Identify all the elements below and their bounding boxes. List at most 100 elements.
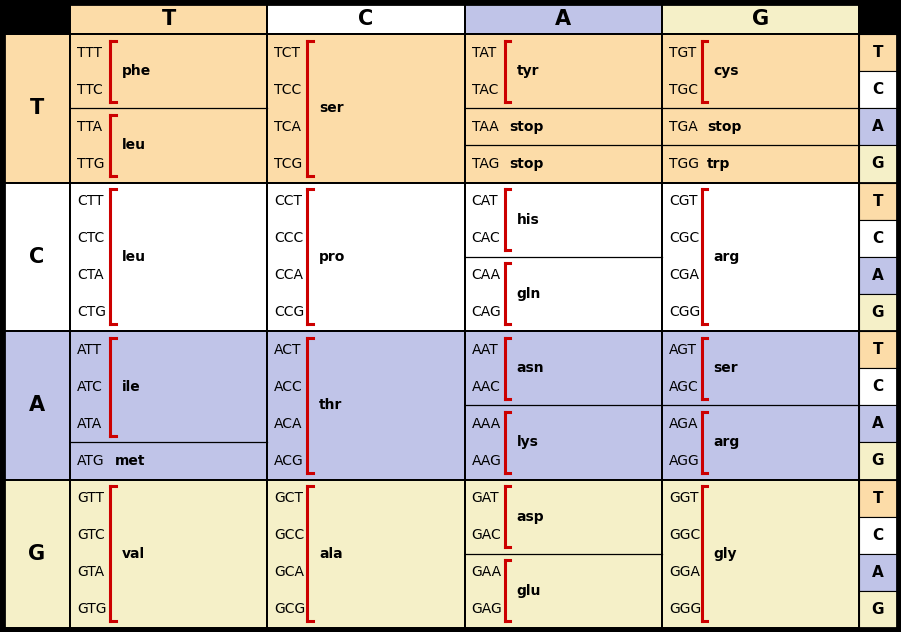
Text: ala: ala bbox=[319, 547, 343, 561]
Bar bbox=[4, 34, 70, 183]
Bar bbox=[859, 442, 897, 480]
Bar bbox=[465, 34, 661, 183]
Text: ACC: ACC bbox=[274, 380, 303, 394]
Text: his: his bbox=[516, 212, 540, 227]
Bar bbox=[859, 220, 897, 257]
Bar bbox=[4, 480, 70, 628]
Text: T: T bbox=[873, 490, 883, 506]
Text: A: A bbox=[872, 416, 884, 431]
Bar bbox=[859, 145, 897, 183]
Text: ile: ile bbox=[122, 380, 141, 394]
Text: TAA: TAA bbox=[471, 120, 498, 134]
Text: gln: gln bbox=[516, 287, 541, 301]
Text: leu: leu bbox=[122, 250, 146, 264]
Bar bbox=[859, 331, 897, 368]
Text: GTC: GTC bbox=[77, 528, 105, 542]
Text: val: val bbox=[122, 547, 145, 561]
Text: TTC: TTC bbox=[77, 83, 103, 97]
Text: GGC: GGC bbox=[669, 528, 700, 542]
Text: TCG: TCG bbox=[274, 157, 303, 171]
Bar bbox=[70, 480, 268, 628]
Text: CGC: CGC bbox=[669, 231, 699, 245]
Text: G: G bbox=[29, 544, 46, 564]
Text: GCG: GCG bbox=[274, 602, 305, 616]
Text: TGT: TGT bbox=[669, 46, 696, 59]
Text: CTT: CTT bbox=[77, 194, 104, 208]
Text: A: A bbox=[555, 9, 571, 29]
Bar bbox=[70, 4, 268, 34]
Text: cys: cys bbox=[714, 64, 739, 78]
Text: AAT: AAT bbox=[471, 343, 498, 356]
Bar bbox=[859, 4, 897, 34]
Text: AAG: AAG bbox=[471, 454, 501, 468]
Text: CGT: CGT bbox=[669, 194, 697, 208]
Text: gly: gly bbox=[714, 547, 737, 561]
Bar bbox=[859, 591, 897, 628]
Text: ACG: ACG bbox=[274, 454, 304, 468]
Text: GCT: GCT bbox=[274, 491, 304, 505]
Text: thr: thr bbox=[319, 398, 342, 412]
Bar bbox=[859, 108, 897, 145]
Text: GTA: GTA bbox=[77, 565, 105, 580]
Text: G: G bbox=[872, 305, 884, 320]
Bar bbox=[661, 183, 859, 331]
Text: asn: asn bbox=[516, 361, 544, 375]
Text: AGC: AGC bbox=[669, 380, 698, 394]
Text: arg: arg bbox=[714, 250, 740, 264]
Bar bbox=[859, 480, 897, 516]
Text: TAT: TAT bbox=[471, 46, 496, 59]
Text: TAG: TAG bbox=[471, 157, 499, 171]
Text: GGG: GGG bbox=[669, 602, 701, 616]
Text: met: met bbox=[115, 454, 145, 468]
Bar bbox=[4, 331, 70, 480]
Bar bbox=[859, 183, 897, 220]
Text: A: A bbox=[872, 268, 884, 283]
Bar bbox=[268, 183, 465, 331]
Text: CGA: CGA bbox=[669, 269, 699, 283]
Text: phe: phe bbox=[122, 64, 151, 78]
Text: trp: trp bbox=[706, 157, 730, 171]
Text: C: C bbox=[872, 231, 884, 246]
Text: TTG: TTG bbox=[77, 157, 105, 171]
Bar bbox=[859, 71, 897, 108]
Text: C: C bbox=[359, 9, 374, 29]
Bar bbox=[859, 554, 897, 591]
Text: ATC: ATC bbox=[77, 380, 103, 394]
Text: CCG: CCG bbox=[274, 305, 305, 319]
Text: TTA: TTA bbox=[77, 120, 102, 134]
Text: TAC: TAC bbox=[471, 83, 498, 97]
Text: G: G bbox=[872, 453, 884, 468]
Text: GAC: GAC bbox=[471, 528, 501, 542]
Text: A: A bbox=[872, 565, 884, 580]
Bar bbox=[70, 331, 268, 480]
Text: glu: glu bbox=[516, 584, 541, 598]
Text: pro: pro bbox=[319, 250, 346, 264]
Text: CCC: CCC bbox=[274, 231, 304, 245]
Text: T: T bbox=[873, 193, 883, 209]
Text: TCT: TCT bbox=[274, 46, 300, 59]
Text: G: G bbox=[751, 9, 769, 29]
Text: stop: stop bbox=[509, 120, 544, 134]
Bar bbox=[268, 331, 465, 480]
Bar bbox=[661, 4, 859, 34]
Text: stop: stop bbox=[509, 157, 544, 171]
Text: T: T bbox=[30, 98, 44, 118]
Text: GCC: GCC bbox=[274, 528, 305, 542]
Text: TGC: TGC bbox=[669, 83, 697, 97]
Text: CGG: CGG bbox=[669, 305, 700, 319]
Text: GAA: GAA bbox=[471, 565, 502, 580]
Bar bbox=[268, 480, 465, 628]
Bar bbox=[465, 331, 661, 480]
Text: GCA: GCA bbox=[274, 565, 305, 580]
Text: GTT: GTT bbox=[77, 491, 104, 505]
Bar bbox=[661, 331, 859, 480]
Bar bbox=[465, 4, 661, 34]
Text: ser: ser bbox=[714, 361, 739, 375]
Bar bbox=[70, 34, 268, 183]
Text: G: G bbox=[872, 602, 884, 617]
Text: ACT: ACT bbox=[274, 343, 302, 356]
Text: CTC: CTC bbox=[77, 231, 105, 245]
Bar bbox=[661, 34, 859, 183]
Text: TGG: TGG bbox=[669, 157, 699, 171]
Bar bbox=[859, 405, 897, 442]
